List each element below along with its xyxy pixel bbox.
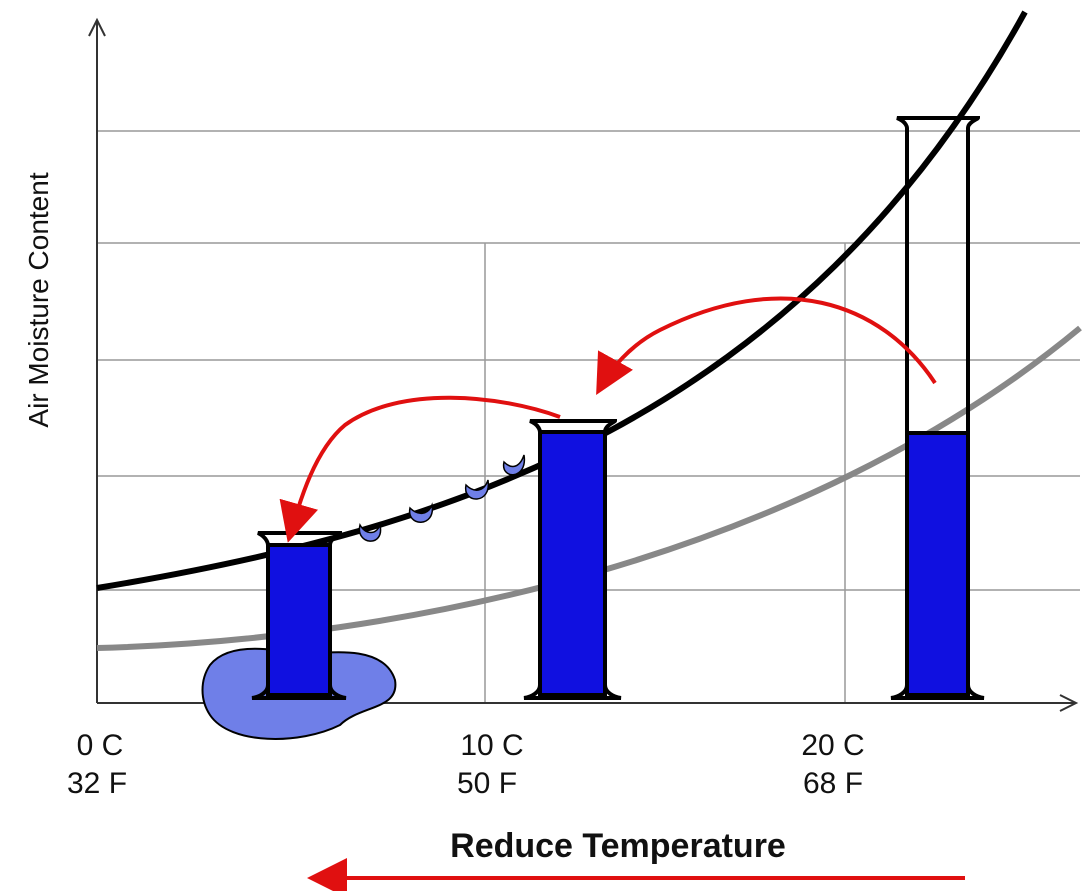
- x-axis-label: Reduce Temperature: [450, 827, 786, 865]
- tick-fahrenheit: 50 F: [457, 767, 517, 800]
- tick-fahrenheit: 68 F: [803, 767, 863, 800]
- arrows: [279, 296, 965, 891]
- tick-celsius: 10 C: [460, 729, 523, 762]
- droplets: [358, 454, 525, 542]
- beakers: [251, 116, 985, 700]
- saturation-curve: [96, 10, 1028, 591]
- tick-celsius: 0 C: [77, 729, 124, 762]
- tick-fahrenheit: 32 F: [67, 767, 127, 800]
- y-axis-label: Air Moisture Content: [23, 172, 54, 427]
- tick-celsius: 20 C: [801, 729, 864, 762]
